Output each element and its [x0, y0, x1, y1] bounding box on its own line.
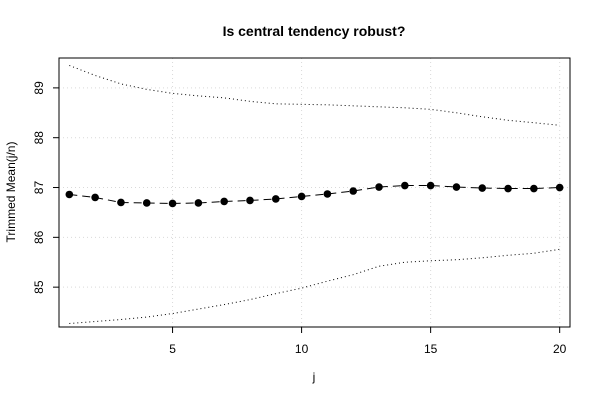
- y-tick-label: 86: [32, 230, 46, 244]
- grid-lines: [59, 58, 570, 327]
- mean-point: [530, 184, 538, 193]
- mean-point: [401, 181, 409, 190]
- y-tick-label: 87: [32, 181, 46, 195]
- axis-layer: 5 10 15 20 85 86 87 88 89: [32, 81, 566, 356]
- mean-point: [168, 199, 177, 208]
- mean-point: [323, 190, 332, 198]
- plot-frame: [58, 57, 571, 328]
- x-tick-label: 5: [169, 342, 176, 356]
- mean-point: [194, 199, 203, 207]
- mean-point: [246, 196, 254, 205]
- mean-point: [555, 183, 564, 192]
- mean-point: [91, 193, 99, 202]
- mean-point: [297, 192, 306, 201]
- mean-point: [426, 181, 435, 190]
- mean-point: [65, 190, 74, 199]
- series-layer: [65, 65, 564, 325]
- mean-point: [349, 187, 358, 195]
- mean-point: [220, 197, 228, 206]
- mean-point: [375, 183, 383, 191]
- upper-bound-line: [69, 65, 560, 126]
- x-tick-label: 10: [295, 342, 309, 356]
- y-tick-label: 89: [32, 81, 46, 95]
- mean-point: [504, 184, 512, 193]
- lower-bound-line: [69, 248, 560, 325]
- mean-point: [452, 183, 461, 191]
- mean-point: [271, 195, 280, 203]
- mean-point: [117, 198, 125, 207]
- mean-point: [478, 184, 487, 192]
- mean-point: [142, 199, 151, 207]
- y-tick-label: 85: [32, 280, 46, 294]
- x-tick-label: 15: [424, 342, 438, 356]
- chart-title: Is central tendency robust?: [223, 23, 406, 39]
- y-axis-label: Trimmed Mean(j/n): [4, 142, 18, 243]
- x-axis-label: j: [312, 370, 316, 384]
- x-tick-label: 20: [553, 342, 567, 356]
- y-tick-label: 88: [32, 131, 46, 145]
- mean-line: [69, 185, 560, 204]
